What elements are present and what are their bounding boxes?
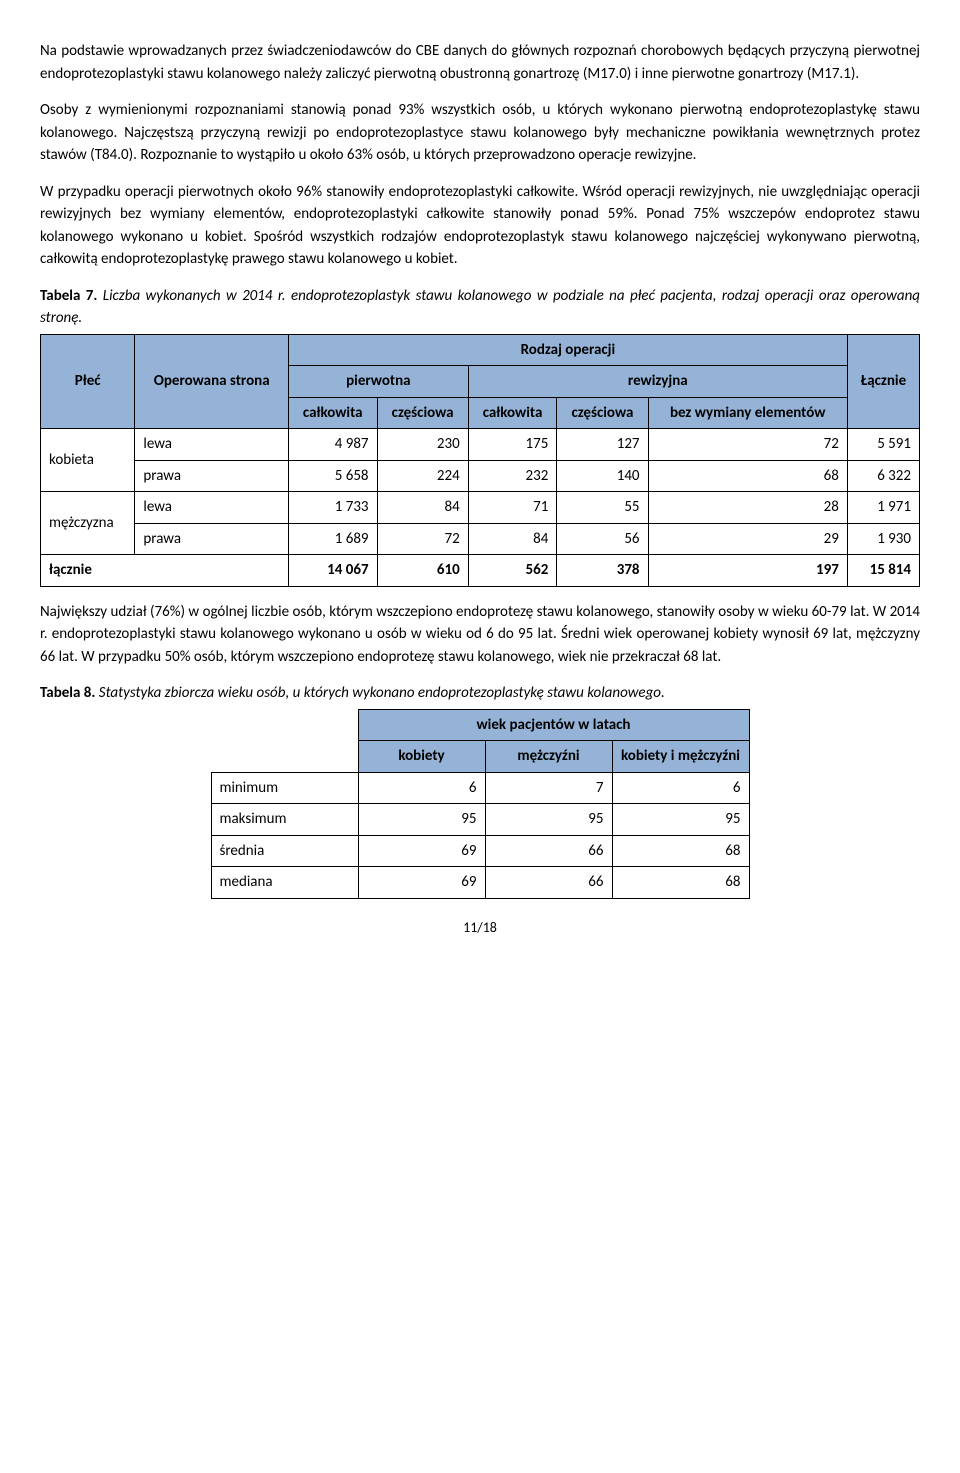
t8-cell: 95 [358,804,485,836]
t7-h-pierwotna: pierwotna [288,366,468,398]
t7-h-p-calkowita: całkowita [288,397,377,429]
t8-label: mediana [211,867,358,899]
table-row: mediana 69 66 68 [211,867,749,899]
paragraph-1: Na podstawie wprowadzanych przez świadcz… [40,40,920,85]
table8: wiek pacjentów w latach kobiety mężczyźn… [211,709,750,899]
table-row: prawa 1 689 72 84 56 29 1 930 [41,523,920,555]
t7-h-rewizyjna: rewizyjna [468,366,847,398]
t7-h-rodzaj: Rodzaj operacji [288,334,847,366]
t7-total-cell: 15 814 [847,555,919,587]
t7-cell: 56 [557,523,648,555]
t7-h-plec: Płeć [41,334,135,429]
t8-cell: 68 [612,835,749,867]
t7-total-cell: 562 [468,555,557,587]
t7-cell: 72 [648,429,847,461]
table7-caption-rest: Liczba wykonanych w 2014 r. endoprotezop… [40,287,920,328]
t8-blank [211,709,358,772]
table-row: mężczyzna lewa 1 733 84 71 55 28 1 971 [41,492,920,524]
t7-cell: 1 733 [288,492,377,524]
t7-total-cell: 378 [557,555,648,587]
t8-h-kobiety: kobiety [358,741,485,773]
t7-cell: 55 [557,492,648,524]
t7-total-label: łącznie [41,555,289,587]
t8-cell: 95 [612,804,749,836]
t7-cell: 84 [377,492,468,524]
table8-caption-rest: Statystyka zbiorcza wieku osób, u któryc… [95,684,664,702]
t7-cell: 1 971 [847,492,919,524]
table7-head: Płeć Operowana strona Rodzaj operacji Łą… [41,334,920,429]
t7-cell: 5 658 [288,460,377,492]
t7-cell: 71 [468,492,557,524]
table-row: maksimum 95 95 95 [211,804,749,836]
t8-cell: 6 [358,772,485,804]
table7-caption: Tabela 7. Liczba wykonanych w 2014 r. en… [40,285,920,330]
t7-cell: 28 [648,492,847,524]
table8-head: wiek pacjentów w latach kobiety mężczyźn… [211,709,749,772]
t7-cell: 84 [468,523,557,555]
t7-cell: 6 322 [847,460,919,492]
t7-cell: 1 930 [847,523,919,555]
t7-cell: 68 [648,460,847,492]
page-number: 11/18 [40,917,920,938]
t7-side: prawa [135,460,289,492]
t7-h-lacznie: Łącznie [847,334,919,429]
table-row: prawa 5 658 224 232 140 68 6 322 [41,460,920,492]
t7-group: mężczyzna [41,492,135,555]
t7-cell: 5 591 [847,429,919,461]
t7-side: lewa [135,429,289,461]
t8-cell: 69 [358,835,485,867]
table-row: średnia 69 66 68 [211,835,749,867]
t7-cell: 230 [377,429,468,461]
t8-h-wiek: wiek pacjentów w latach [358,709,749,741]
t7-side: prawa [135,523,289,555]
t8-cell: 66 [485,867,612,899]
t7-total-cell: 610 [377,555,468,587]
paragraph-3: W przypadku operacji pierwotnych około 9… [40,181,920,271]
t7-h-r-bez: bez wymiany elementów [648,397,847,429]
t7-cell: 72 [377,523,468,555]
paragraph-2: Osoby z wymienionymi rozpoznaniami stano… [40,99,920,167]
t8-cell: 6 [612,772,749,804]
t8-cell: 66 [485,835,612,867]
t7-h-r-czesciowa: częściowa [557,397,648,429]
t8-label: średnia [211,835,358,867]
t7-cell: 127 [557,429,648,461]
t7-total-cell: 14 067 [288,555,377,587]
t8-label: maksimum [211,804,358,836]
t7-cell: 4 987 [288,429,377,461]
table7-caption-lead: Tabela 7. [40,287,97,305]
t7-cell: 175 [468,429,557,461]
table-row-total: łącznie 14 067 610 562 378 197 15 814 [41,555,920,587]
page: Na podstawie wprowadzanych przez świadcz… [0,0,960,968]
t7-side: lewa [135,492,289,524]
t7-cell: 224 [377,460,468,492]
t8-label: minimum [211,772,358,804]
t7-h-p-czesciowa: częściowa [377,397,468,429]
t7-cell: 1 689 [288,523,377,555]
table7: Płeć Operowana strona Rodzaj operacji Łą… [40,334,920,587]
t7-h-r-calkowita: całkowita [468,397,557,429]
t8-cell: 69 [358,867,485,899]
t8-cell: 95 [485,804,612,836]
t8-h-mezczyzni: mężczyźni [485,741,612,773]
t8-cell: 68 [612,867,749,899]
table8-caption: Tabela 8. Statystyka zbiorcza wieku osób… [40,682,920,705]
table8-body: minimum 6 7 6 maksimum 95 95 95 średnia … [211,772,749,898]
table-row: kobieta lewa 4 987 230 175 127 72 5 591 [41,429,920,461]
paragraph-4: Największy udział (76%) w ogólnej liczbi… [40,601,920,669]
t8-cell: 7 [485,772,612,804]
table7-body: kobieta lewa 4 987 230 175 127 72 5 591 … [41,429,920,587]
t7-group: kobieta [41,429,135,492]
table-row: minimum 6 7 6 [211,772,749,804]
t7-cell: 140 [557,460,648,492]
t7-total-cell: 197 [648,555,847,587]
t7-cell: 29 [648,523,847,555]
t7-cell: 232 [468,460,557,492]
table8-caption-lead: Tabela 8. [40,684,95,702]
t8-h-razem: kobiety i mężczyźni [612,741,749,773]
t7-h-operowana: Operowana strona [135,334,289,429]
